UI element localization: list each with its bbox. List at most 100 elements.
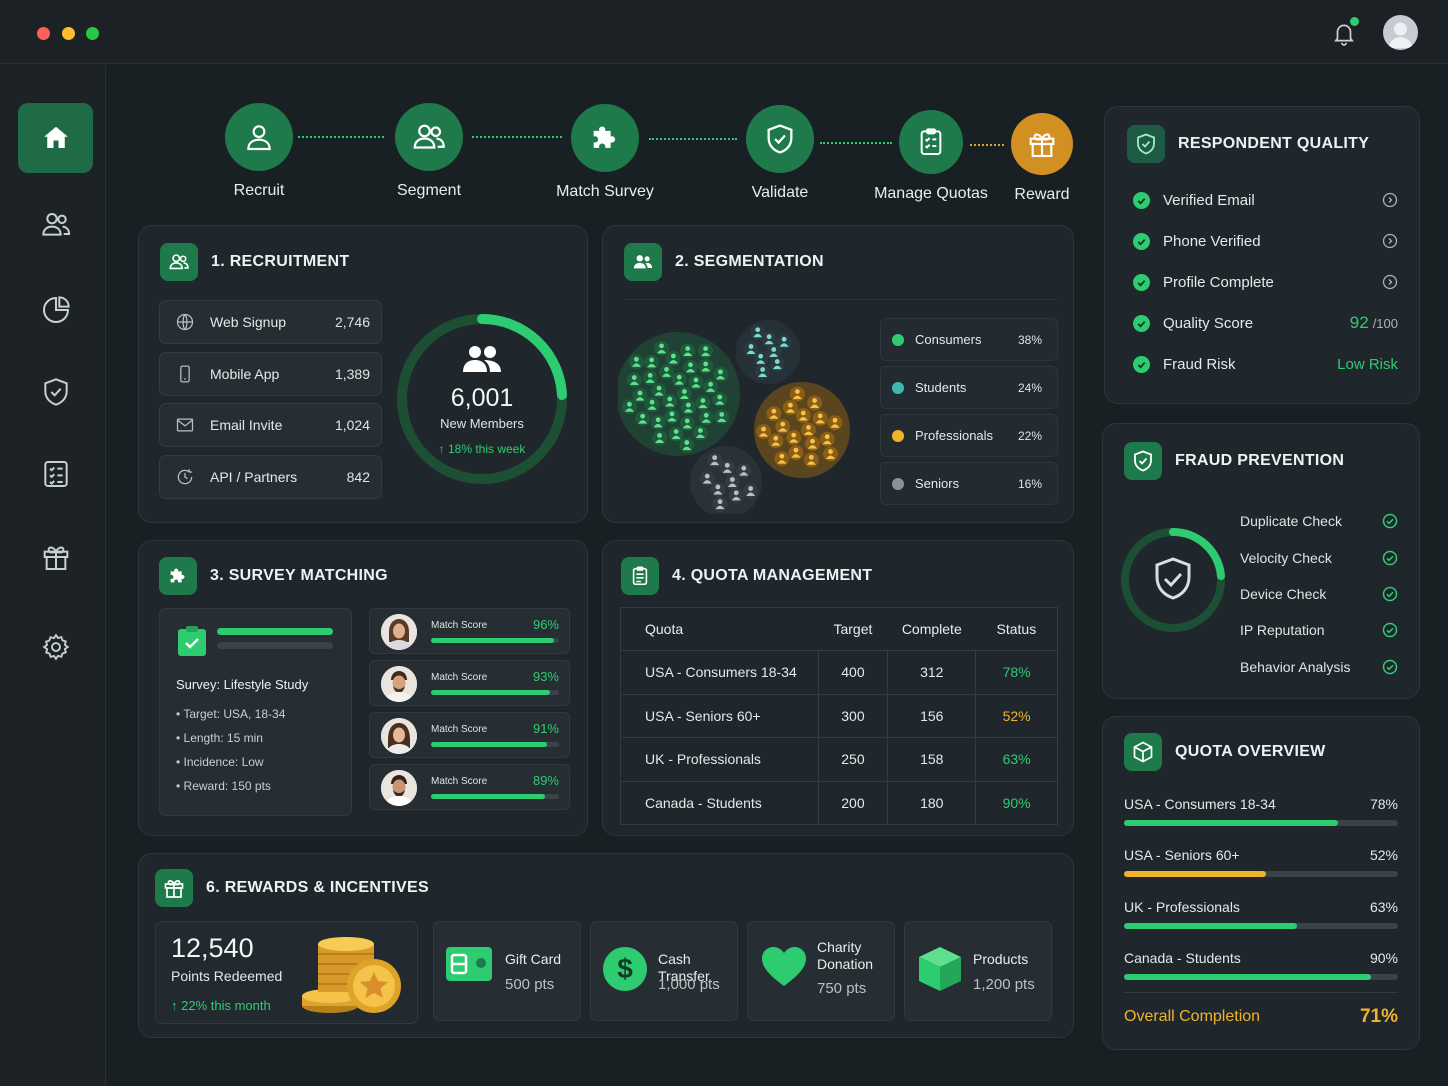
match-bar-fill [431, 794, 545, 799]
check-icon [1133, 314, 1150, 332]
segment-legend-item[interactable]: Students 24% [880, 366, 1058, 409]
shield-check-icon [767, 124, 793, 154]
match-label: Match Score [431, 724, 488, 735]
new-members-ring [397, 313, 567, 484]
sidebar-item-analytics[interactable] [18, 275, 93, 345]
match-score: 96% [532, 617, 559, 632]
person-icon [728, 487, 744, 503]
survey-progress-bar [217, 642, 333, 649]
gift-icon [43, 546, 68, 570]
match-row[interactable]: Match Score 91% [369, 712, 570, 758]
fraud-check-item[interactable]: Velocity Check [1240, 548, 1398, 568]
fraud-check-item[interactable]: IP Reputation [1240, 620, 1398, 640]
match-row[interactable]: Match Score 89% [369, 764, 570, 810]
person-icon [688, 375, 704, 391]
quota-overview-item[interactable]: USA - Consumers 18-34 78% [1124, 796, 1398, 826]
segment-legend-item[interactable]: Seniors 16% [880, 462, 1058, 505]
match-row[interactable]: Match Score 96% [369, 608, 570, 654]
step-label: Manage Quotas [874, 185, 988, 202]
sidebar-item-rewards[interactable] [18, 522, 93, 592]
quota-name: UK - Professionals [620, 737, 819, 782]
segment-legend-item[interactable]: Consumers 38% [880, 318, 1058, 361]
bell-icon[interactable] [1331, 20, 1357, 46]
respondent-avatar [381, 666, 417, 702]
window-minimize-button[interactable] [62, 27, 75, 40]
reward-option-charity-donation[interactable]: Charity Donation 750 pts [747, 921, 895, 1021]
match-bar [431, 794, 559, 799]
survey-detail: • Incidence: Low [176, 755, 264, 769]
match-label: Match Score [431, 776, 488, 787]
reward-name: Gift Card [505, 951, 562, 967]
window-close-button[interactable] [37, 27, 50, 40]
step-reward[interactable]: Reward [1002, 113, 1082, 204]
fraud-check-item[interactable]: Behavior Analysis [1240, 657, 1398, 677]
new-members-label: New Members [440, 416, 524, 431]
segment-swatch [892, 429, 904, 442]
quota-overview-item[interactable]: UK - Professionals 63% [1124, 899, 1398, 929]
recruitment-source-row[interactable]: Mobile App 1,389 [159, 352, 382, 396]
quota-status: 90% [975, 781, 1058, 825]
members-icon [463, 346, 501, 372]
fraud-check-item[interactable]: Duplicate Check [1240, 511, 1398, 531]
sidebar-item-security[interactable] [18, 357, 93, 427]
recruitment-source-row[interactable]: API / Partners 842 [159, 455, 382, 499]
table-row[interactable]: USA - Seniors 60+ 300 156 52% [620, 694, 1058, 738]
reward-option-gift-card[interactable]: Gift Card 500 pts [433, 921, 581, 1021]
table-row[interactable]: USA - Consumers 18-34 400 312 78% [620, 650, 1058, 695]
quota-complete: 158 [887, 737, 976, 782]
segment-legend-item[interactable]: Professionals 22% [880, 414, 1058, 457]
reward-option-cash-transfer[interactable]: $ Cash Transfer 1,000 pts [590, 921, 738, 1021]
fraud-prevention-header: FRAUD PREVENTION [1124, 442, 1344, 480]
match-bar [431, 742, 559, 747]
user-avatar[interactable] [1383, 15, 1418, 50]
match-bar-fill [431, 742, 548, 747]
sidebar-item-home[interactable] [18, 103, 93, 173]
recruitment-header: 1. RECRUITMENT [160, 243, 349, 281]
sidebar-item-settings[interactable] [18, 612, 93, 682]
sidebar-item-tasks[interactable] [18, 439, 93, 509]
match-label: Match Score [431, 620, 488, 631]
match-score: 93% [532, 669, 559, 684]
quota-overview-item[interactable]: USA - Seniors 60+ 52% [1124, 847, 1398, 877]
step-recruit[interactable]: Recruit [200, 103, 318, 200]
person-icon [664, 408, 680, 424]
table-row[interactable]: UK - Professionals 250 158 63% [620, 737, 1058, 782]
person-icon [692, 425, 708, 441]
step-label: Segment [396, 182, 462, 199]
table-row[interactable]: Canada - Students 200 180 90% [620, 781, 1058, 825]
mail-icon [176, 418, 194, 432]
step-segment[interactable]: Segment [370, 103, 488, 200]
survey-matching-header: 3. SURVEY MATCHING [159, 557, 388, 595]
recruitment-source-row[interactable]: Email Invite 1,024 [159, 403, 382, 447]
reward-option-products[interactable]: Products 1,200 pts [904, 921, 1052, 1021]
info-icon[interactable] [1382, 233, 1398, 249]
person-icon [710, 481, 726, 497]
sidebar-item-users[interactable] [18, 189, 93, 259]
quota-overview-item[interactable]: Canada - Students 90% [1124, 950, 1398, 980]
step-manage-quotas[interactable]: Manage Quotas [866, 110, 996, 203]
person-icon [743, 483, 759, 499]
match-row[interactable]: Match Score 93% [369, 660, 570, 706]
quality-check-phone-verified[interactable]: Phone Verified [1133, 230, 1398, 252]
check-circle-icon [1382, 659, 1398, 675]
person-icon [769, 356, 785, 372]
fraud-check-item[interactable]: Device Check [1240, 584, 1398, 604]
fraud-shield-ring [1121, 527, 1225, 632]
rewards-header: 6. REWARDS & INCENTIVES [155, 869, 429, 907]
person-icon [628, 354, 644, 370]
person-icon [642, 370, 658, 386]
info-icon[interactable] [1382, 192, 1398, 208]
window-maximize-button[interactable] [86, 27, 99, 40]
info-icon[interactable] [1382, 274, 1398, 290]
quota-bar-fill [1124, 871, 1267, 877]
step-validate[interactable]: Validate [721, 105, 839, 202]
check-circle-icon [1382, 622, 1398, 638]
recruitment-source-row[interactable]: Web Signup 2,746 [159, 300, 382, 344]
gift-icon [164, 880, 184, 898]
quota-target: 400 [817, 650, 888, 695]
pipeline-connector [649, 138, 737, 140]
step-match-survey[interactable]: Match Survey [540, 104, 670, 201]
quality-check-profile-complete[interactable]: Profile Complete [1133, 271, 1398, 293]
quality-check-verified-email[interactable]: Verified Email [1133, 189, 1398, 211]
segment-name: Students [915, 380, 967, 395]
